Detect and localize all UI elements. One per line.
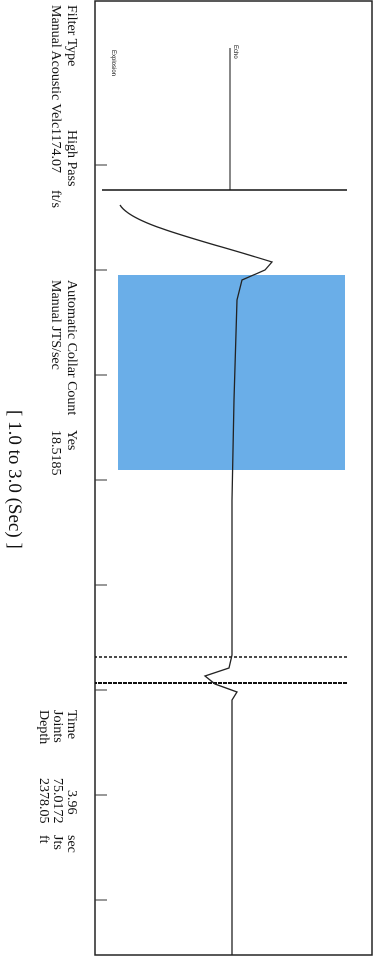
- unit: sec: [64, 835, 79, 853]
- plot-frame: [94, 0, 373, 956]
- value: 1174.07: [48, 128, 63, 173]
- label: Filter Type: [64, 5, 79, 66]
- time-ticks: [95, 164, 107, 901]
- acoustic-trace: [119, 204, 274, 955]
- value: High Pass: [64, 130, 79, 186]
- label: Automatic Collar Count: [64, 280, 79, 415]
- label: Joints: [50, 710, 65, 743]
- value: Yes: [64, 430, 79, 450]
- value: 3.96: [64, 790, 79, 815]
- label: Manual Acoustic Velc: [48, 5, 63, 128]
- value: 75.0172: [50, 778, 65, 824]
- value: 2378.05: [36, 778, 51, 824]
- unit: ft/s: [48, 190, 63, 208]
- unit: ft: [36, 835, 51, 844]
- caption: [ 1.0 to 3.0 (Sec) ]: [4, 410, 25, 549]
- unit: Jts: [50, 835, 65, 850]
- echo-label: Echo: [232, 45, 238, 59]
- label: Depth: [36, 710, 51, 744]
- label: Time: [64, 710, 79, 739]
- explosion-label: Explosion: [110, 50, 116, 76]
- selection: [118, 275, 345, 470]
- value: 18.5185: [48, 430, 63, 476]
- label: Manual JTS/sec: [48, 280, 63, 370]
